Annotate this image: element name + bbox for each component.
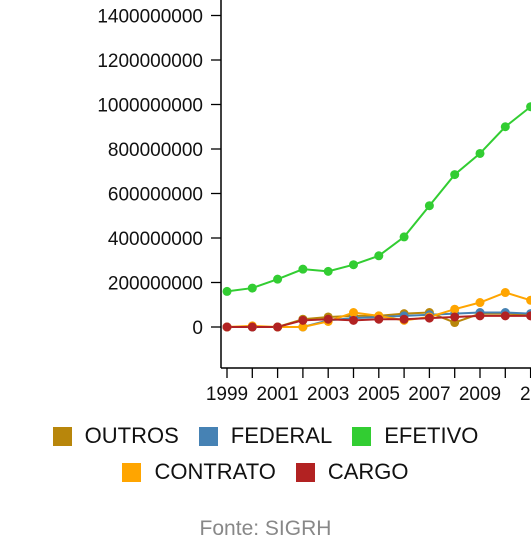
data-point-cargo [323, 314, 333, 324]
data-point-cargo [374, 314, 384, 324]
data-point-contrato [298, 322, 308, 332]
x-tick-label: 20 [520, 384, 531, 400]
y-tick-label: 1200000000 [97, 51, 203, 72]
data-point-cargo [399, 314, 409, 324]
legend-row-2: CONTRATO CARGO [0, 459, 531, 485]
legend-row-1: OUTROS FEDERAL EFETIVO [0, 423, 531, 449]
data-point-contrato [475, 298, 485, 308]
legend-item-cargo[interactable]: CARGO [295, 459, 409, 485]
data-point-cargo [222, 322, 232, 332]
data-point-cargo [247, 322, 257, 332]
data-point-efetivo [424, 201, 434, 211]
data-point-contrato [526, 295, 531, 305]
x-tick-label: 2003 [307, 384, 349, 400]
y-axis-ticks: 0 200000000 400000000 600000000 800000000 100… [97, 7, 221, 339]
data-point-efetivo [399, 232, 409, 242]
data-point-efetivo [450, 170, 460, 180]
x-tick-label: 1999 [206, 384, 248, 400]
data-point-efetivo [349, 260, 358, 270]
data-point-cargo [450, 312, 460, 322]
legend-swatch [122, 462, 142, 482]
data-point-contrato [349, 308, 358, 318]
data-point-efetivo [500, 122, 510, 132]
series-points [222, 102, 531, 332]
data-point-cargo [500, 311, 510, 321]
legend-label: OUTROS [84, 423, 179, 448]
data-point-efetivo [222, 286, 232, 296]
y-tick-label: 400000000 [108, 229, 203, 250]
data-point-efetivo [374, 251, 384, 261]
data-point-efetivo [273, 274, 283, 284]
legend-item-outros[interactable]: OUTROS [52, 423, 179, 449]
series-line-efetivo [226, 105, 531, 293]
data-point-cargo [526, 311, 531, 321]
data-point-cargo [475, 311, 485, 321]
data-point-efetivo [247, 283, 257, 293]
data-point-cargo [273, 322, 283, 332]
x-tick-label: 2009 [459, 384, 501, 400]
x-tick-label: 2007 [408, 384, 450, 400]
source-note: Fonte: SIGRH [199, 517, 332, 540]
legend-swatch [52, 426, 72, 446]
data-point-contrato [450, 304, 460, 314]
legend-item-federal[interactable]: FEDERAL [198, 423, 333, 449]
legend-label: CARGO [327, 459, 409, 484]
legend-swatch [295, 462, 315, 482]
data-point-efetivo [298, 264, 308, 274]
data-point-cargo [349, 315, 358, 325]
data-point-contrato [500, 288, 510, 298]
legend-label: CONTRATO [154, 459, 276, 484]
y-tick-label: 600000000 [108, 185, 203, 206]
legend-swatch [198, 426, 218, 446]
data-point-efetivo [526, 102, 531, 112]
y-tick-label: 1400000000 [97, 7, 203, 28]
chart-axes [220, 0, 531, 369]
data-point-efetivo [323, 266, 333, 276]
data-point-cargo [298, 315, 308, 325]
x-axis-ticks: 1999 2001 2003 2005 2007 2009 20 [206, 368, 531, 400]
x-tick-label: 2001 [256, 384, 298, 400]
series-lines [226, 105, 531, 328]
x-tick-label: 2005 [358, 384, 400, 400]
y-tick-label: 200000000 [108, 274, 203, 295]
legend-label: FEDERAL [230, 423, 333, 448]
data-point-cargo [424, 313, 434, 323]
legend-item-efetivo[interactable]: EFETIVO [352, 423, 478, 449]
y-tick-label: 800000000 [108, 140, 203, 161]
line-chart: 0 200000000 400000000 600000000 800000000 100… [97, 0, 531, 400]
y-tick-label: 1000000000 [97, 96, 203, 117]
data-point-efetivo [475, 148, 485, 158]
legend-item-contrato[interactable]: CONTRATO [122, 459, 276, 485]
legend-swatch [352, 426, 372, 446]
y-tick-label: 0 [192, 318, 203, 339]
legend-label: EFETIVO [384, 423, 479, 448]
